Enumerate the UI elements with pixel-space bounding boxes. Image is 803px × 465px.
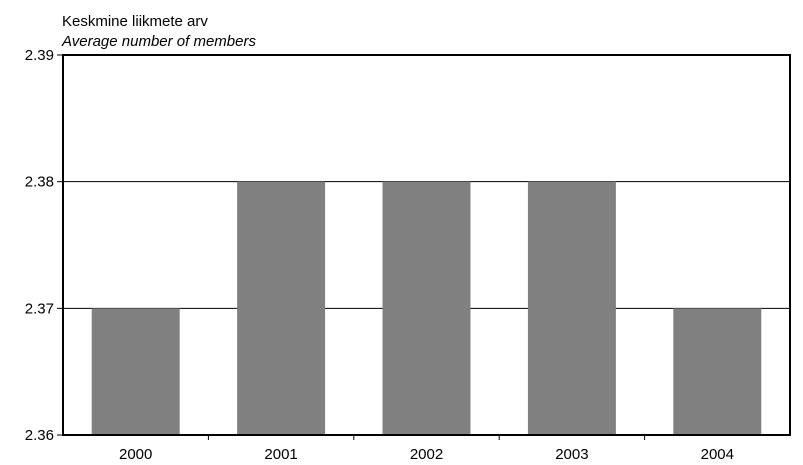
y-tick-label: 2.36 — [25, 427, 54, 444]
x-tick-label: 2004 — [701, 446, 734, 463]
x-tick-label: 2000 — [119, 446, 152, 463]
plot-frame — [62, 54, 791, 436]
bar-2001 — [237, 181, 326, 435]
x-axis-ticks: 2000 2001 2002 2003 2004 — [119, 435, 734, 463]
chart-title: Keskmine liikmete arv — [62, 13, 208, 30]
bar-2004 — [673, 308, 762, 435]
axes — [62, 54, 791, 436]
y-axis-ticks: 2.36 2.37 2.38 2.39 — [25, 47, 63, 444]
y-tick-label: 2.39 — [25, 47, 54, 64]
bar-2003 — [527, 181, 616, 435]
chart-subtitle: Average number of members — [61, 33, 256, 50]
bars — [91, 181, 762, 435]
x-tick-label: 2003 — [555, 446, 588, 463]
y-tick-label: 2.37 — [25, 300, 54, 317]
bar-2000 — [91, 308, 180, 435]
x-tick-label: 2001 — [264, 446, 297, 463]
y-tick-label: 2.38 — [25, 174, 54, 191]
bar-2002 — [382, 181, 471, 435]
x-tick-label: 2002 — [410, 446, 443, 463]
